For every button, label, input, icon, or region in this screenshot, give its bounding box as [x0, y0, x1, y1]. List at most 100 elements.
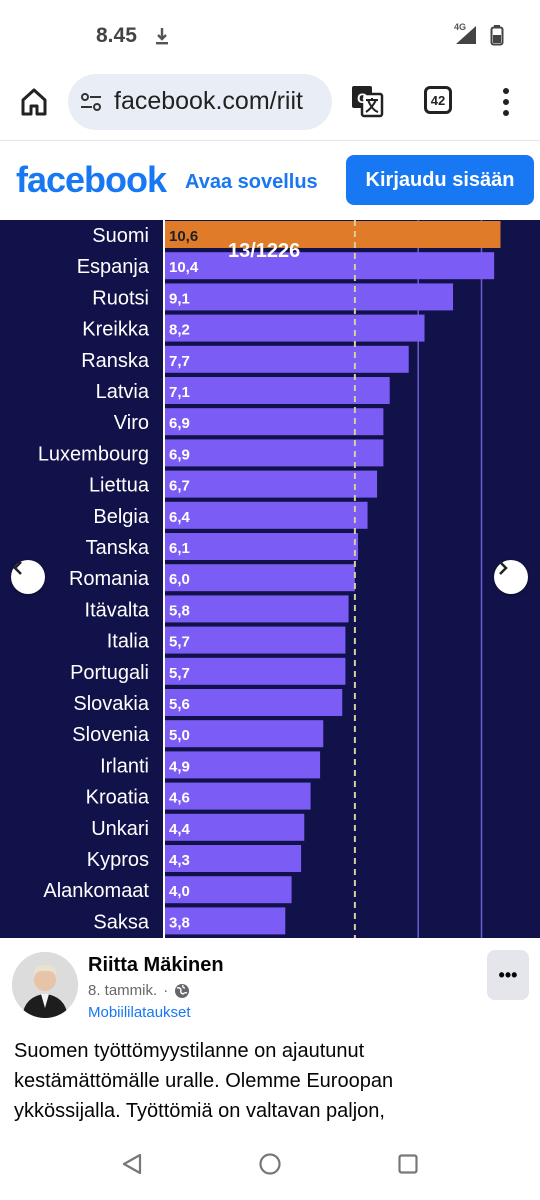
chart-value-label: 4,0	[169, 883, 190, 900]
chart-bar	[165, 657, 346, 685]
post-date[interactable]: 8. tammik.	[88, 982, 158, 999]
address-bar[interactable]: facebook.com/riit	[68, 74, 332, 130]
chart-category-label: Italia	[107, 631, 150, 653]
chart-category-label: Kypros	[87, 849, 149, 871]
signal-icon: 4G	[452, 22, 478, 46]
post-text-line: kestämättömälle uralle. Olemme Euroopan	[14, 1070, 394, 1092]
chart-category-label: Unkari	[91, 818, 149, 840]
chart-category-label: Ranska	[81, 350, 150, 372]
chart-value-label: 6,4	[169, 509, 191, 526]
chart-value-label: 4,3	[169, 852, 190, 869]
recents-icon[interactable]	[396, 1152, 420, 1176]
chart-bar	[165, 377, 390, 404]
home-icon[interactable]	[18, 86, 50, 118]
chart-value-label: 10,6	[169, 228, 198, 245]
chart-value-label: 6,0	[169, 571, 190, 588]
chart-bar	[165, 439, 384, 467]
home-circle-icon[interactable]	[258, 1152, 282, 1176]
previous-image-button[interactable]	[11, 560, 45, 594]
next-image-button[interactable]	[494, 560, 528, 594]
chart-value-label: 5,7	[169, 665, 190, 682]
status-bar: 8.45 4G	[0, 0, 540, 64]
kebab-menu-icon[interactable]	[496, 86, 516, 118]
chart-category-label: Luxembourg	[38, 443, 149, 465]
facebook-header: facebook Avaa sovellus Kirjaudu sisään	[0, 140, 540, 220]
chart-category-label: Ruotsi	[92, 287, 149, 309]
chart-value-label: 6,7	[169, 478, 190, 495]
post-text: Suomen työttömyystilanne on ajautunut ke…	[14, 1036, 534, 1126]
network-type: 4G	[454, 22, 467, 32]
chart-category-label: Alankomaat	[43, 880, 149, 902]
facebook-logo[interactable]: facebook	[16, 159, 167, 200]
avatar[interactable]	[12, 952, 78, 1018]
chart-category-label: Tanska	[86, 537, 150, 559]
chart-category-label: Latvia	[96, 381, 150, 403]
battery-icon	[490, 25, 504, 46]
chart-bar	[165, 533, 359, 560]
chart-bar	[165, 314, 425, 342]
more-options-button[interactable]: •••	[487, 950, 529, 1000]
chart-bar	[165, 813, 305, 841]
post-text-line: ykkössijalla. Työttömiä on valtavan palj…	[14, 1100, 385, 1122]
group-link[interactable]: Mobiililataukset	[88, 1004, 191, 1021]
chart-value-label: 8,2	[169, 322, 190, 339]
chart-bar	[165, 252, 495, 280]
chart-value-label: 4,4	[169, 821, 191, 838]
chart-bar	[165, 564, 355, 592]
chart-bar	[165, 907, 286, 935]
meta-separator: ·	[163, 982, 169, 999]
chart-bar	[165, 751, 321, 779]
chart-value-label: 6,1	[169, 540, 190, 557]
back-icon[interactable]	[120, 1152, 144, 1176]
chart-category-label: Slovakia	[73, 693, 149, 715]
avatar-image	[12, 952, 78, 1018]
chart-value-label: 4,6	[169, 790, 190, 807]
chart-bar	[165, 845, 302, 872]
chart-category-label: Espanja	[77, 256, 150, 278]
chart-category-label: Romania	[69, 568, 150, 590]
chart-bar	[165, 876, 292, 904]
tune-icon[interactable]	[80, 92, 102, 112]
post-text-line: Suomen työttömyystilanne on ajautunut	[14, 1040, 365, 1062]
chart-bar	[165, 720, 324, 748]
login-button[interactable]: Kirjaudu sisään	[346, 155, 534, 205]
chart-value-label: 6,9	[169, 446, 190, 463]
browser-toolbar: facebook.com/riit G 42	[0, 64, 540, 140]
chart-value-label: 5,8	[169, 602, 190, 619]
chart-bar	[165, 626, 346, 654]
chart-category-label: Itävalta	[85, 599, 150, 621]
chart-category-label: Kroatia	[86, 787, 150, 809]
bar-chart: 10,6 Suomi 10,4 Espanja 9,1 Ruotsi 8,2 Kreikka 7…	[38, 220, 501, 938]
chart-category-label: Portugali	[70, 662, 149, 684]
post: Riitta Mäkinen 8. tammik. · Mobiililatau…	[0, 938, 540, 1130]
chart-value-label: 6,9	[169, 415, 190, 432]
chart-bar	[165, 782, 311, 810]
chart-bar	[165, 408, 384, 436]
translate-icon[interactable]: G	[350, 84, 384, 118]
post-image[interactable]: 10,6 Suomi 10,4 Espanja 9,1 Ruotsi 8,2 Kreikka 7…	[0, 220, 540, 938]
chart-bar	[165, 595, 349, 623]
post-meta: 8. tammik. ·	[88, 982, 190, 999]
chart-bar	[165, 283, 454, 311]
chart-bar	[165, 470, 378, 498]
svg-text:G: G	[357, 90, 368, 106]
open-app-link[interactable]: Avaa sovellus	[185, 171, 318, 193]
download-icon	[156, 28, 168, 45]
image-counter: 13/1226	[228, 240, 301, 262]
url-text: facebook.com/riit	[114, 87, 303, 115]
chart-value-label: 3,8	[169, 914, 190, 931]
tab-switcher-button[interactable]: 42	[424, 86, 452, 114]
author-name[interactable]: Riitta Mäkinen	[88, 954, 224, 976]
chart-bar	[165, 345, 409, 373]
chevron-left-icon	[13, 561, 22, 575]
chart-category-label: Liettua	[89, 475, 150, 497]
chart-bar	[165, 689, 343, 716]
chart-category-label: Slovenia	[72, 724, 150, 746]
chart-value-label: 10,4	[169, 259, 199, 276]
chart-value-label: 5,7	[169, 634, 190, 651]
chart-category-label: Belgia	[93, 506, 149, 528]
status-time: 8.45	[96, 24, 137, 47]
globe-icon	[175, 983, 190, 998]
chart-category-label: Suomi	[92, 225, 149, 247]
status-icons: 4G	[452, 22, 504, 46]
